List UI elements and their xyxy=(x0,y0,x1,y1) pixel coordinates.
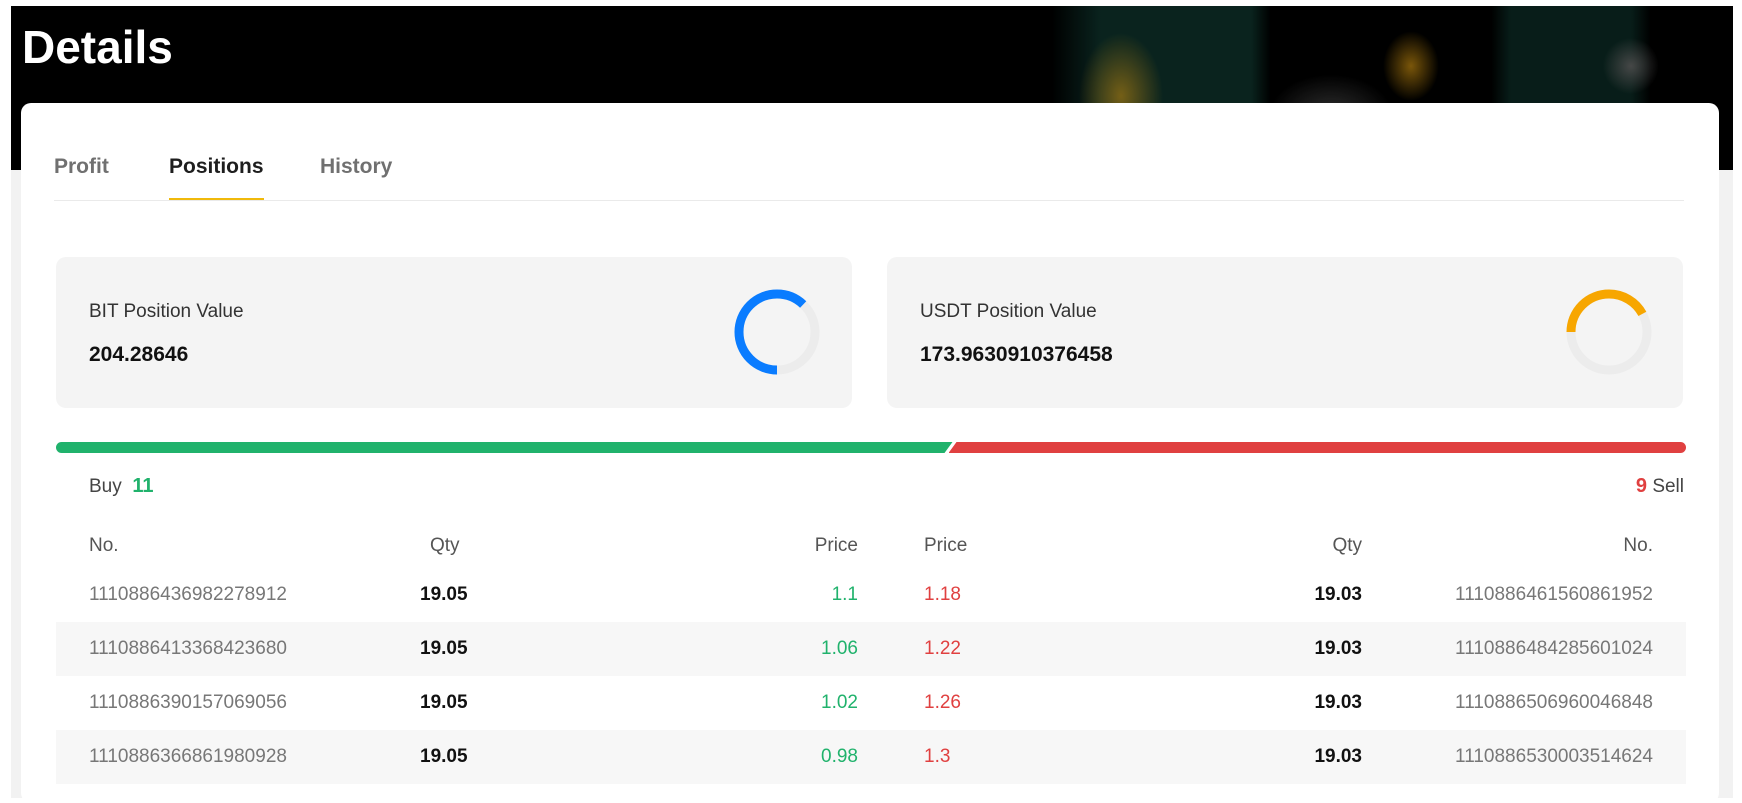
sell-order-no: 1110886506960046848 xyxy=(1455,692,1653,713)
buy-price: 1.06 xyxy=(821,638,858,659)
buy-price: 0.98 xyxy=(821,746,858,767)
usdt-donut-chart xyxy=(1566,289,1652,375)
table-header: No. Qty Price Price Qty No. xyxy=(56,519,1686,573)
table-row: 1110886366861980928 19.05 0.98 1.3 19.03 1110… xyxy=(56,730,1686,784)
tab-profit[interactable]: Profit xyxy=(54,155,109,178)
buy-qty: 19.05 xyxy=(420,638,468,659)
stat-label: BIT Position Value xyxy=(89,301,244,322)
buy-count: Buy 11 xyxy=(89,475,153,498)
header-sell-no: No. xyxy=(1623,535,1653,556)
sell-qty: 19.03 xyxy=(1314,746,1362,767)
tab-positions[interactable]: Positions xyxy=(169,155,264,200)
buy-order-no: 1110886436982278912 xyxy=(89,584,287,605)
table-row: 1110886390157069056 19.05 1.02 1.26 19.03 111… xyxy=(56,676,1686,730)
sell-ratio-bar xyxy=(948,442,1686,453)
header-sell-price: Price xyxy=(924,535,968,556)
sell-price: 1.18 xyxy=(924,584,961,605)
donut-arc xyxy=(1566,289,1652,375)
stat-value: 204.28646 xyxy=(89,343,189,366)
buy-order-no: 1110886413368423680 xyxy=(89,638,287,659)
buy-qty: 19.05 xyxy=(420,692,468,713)
stat-value: 173.9630910376458 xyxy=(920,343,1113,366)
sell-order-no: 1110886530003514624 xyxy=(1455,746,1653,767)
sell-qty: 19.03 xyxy=(1314,584,1362,605)
buy-price: 1.1 xyxy=(831,584,858,605)
page-title: Details xyxy=(22,21,173,73)
buy-order-no: 1110886366861980928 xyxy=(89,746,287,767)
header-buy-no: No. xyxy=(89,535,119,556)
table-row: 1110886413368423680 19.05 1.06 1.22 19.03 111… xyxy=(56,622,1686,676)
donut-arc xyxy=(734,289,820,375)
sell-qty: 19.03 xyxy=(1314,638,1362,659)
sell-price: 1.3 xyxy=(924,746,951,767)
buy-price: 1.02 xyxy=(821,692,858,713)
usdt-position-card: USDT Position Value 173.9630910376458 xyxy=(887,257,1683,408)
buy-count-value: 11 xyxy=(132,475,154,497)
bit-position-card: BIT Position Value 204.28646 xyxy=(56,257,852,408)
tab-history[interactable]: History xyxy=(320,155,393,178)
sell-label: Sell xyxy=(1652,476,1684,497)
sell-price: 1.26 xyxy=(924,692,961,713)
sell-price: 1.22 xyxy=(924,638,961,659)
tab-bar: Profit Positions History xyxy=(54,103,1684,201)
header-sell-qty: Qty xyxy=(1332,535,1362,556)
table-row: 1110886436982278912 19.05 1.1 1.18 19.03 1110… xyxy=(56,568,1686,622)
stat-label: USDT Position Value xyxy=(920,301,1097,322)
header-buy-qty: Qty xyxy=(430,535,460,556)
buy-label: Buy xyxy=(89,476,122,497)
buy-ratio-bar xyxy=(56,442,953,453)
buy-qty: 19.05 xyxy=(420,584,468,605)
sell-count-value: 9 xyxy=(1635,475,1648,497)
header-buy-price: Price xyxy=(814,535,858,556)
sell-order-no: 1110886484285601024 xyxy=(1455,638,1653,659)
sell-order-no: 1110886461560861952 xyxy=(1455,584,1653,605)
buy-qty: 19.05 xyxy=(420,746,468,767)
details-card: Profit Positions History BIT Position Va… xyxy=(21,103,1719,803)
sell-count: 9 Sell xyxy=(1636,475,1684,498)
sell-qty: 19.03 xyxy=(1314,692,1362,713)
buy-order-no: 1110886390157069056 xyxy=(89,692,287,713)
bit-donut-chart xyxy=(734,289,820,375)
